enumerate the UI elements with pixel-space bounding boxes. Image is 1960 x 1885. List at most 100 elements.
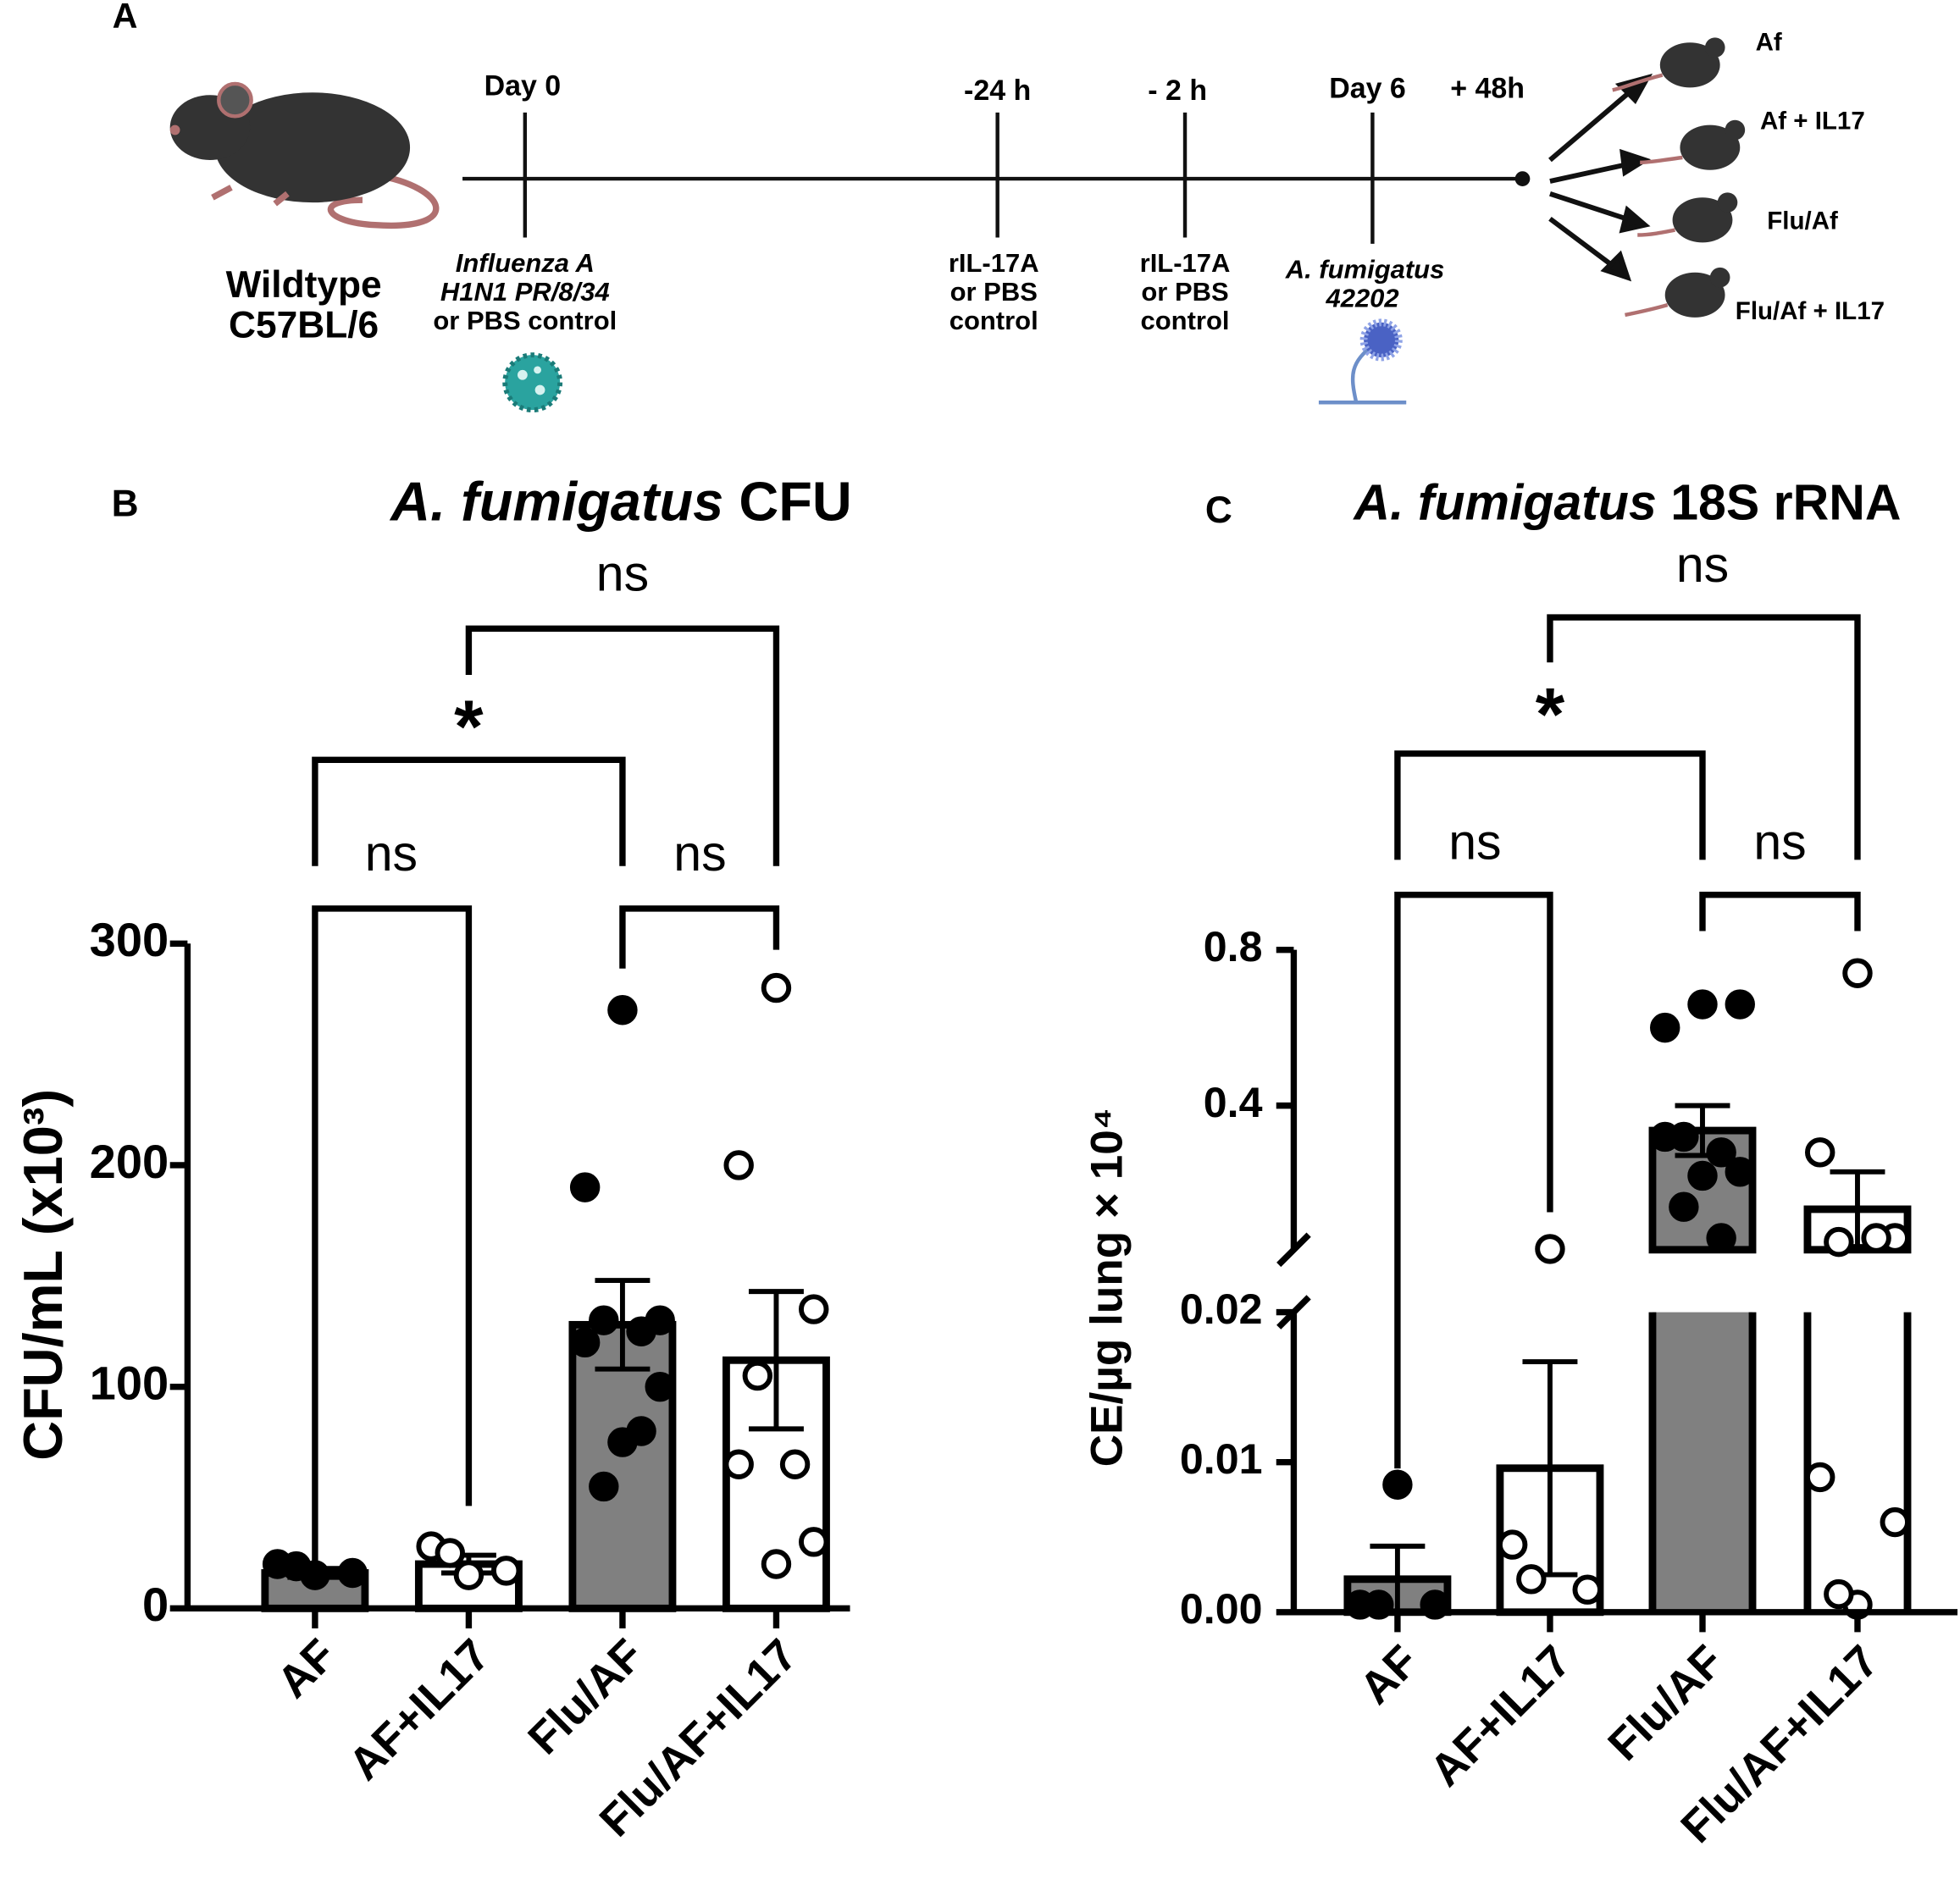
significance-label: ns bbox=[1448, 815, 1501, 871]
data-point bbox=[1706, 1223, 1736, 1253]
data-point bbox=[723, 1150, 754, 1180]
data-point bbox=[1805, 1137, 1835, 1168]
significance-bracket bbox=[312, 905, 473, 1581]
bar bbox=[1652, 1312, 1753, 1612]
x-tick-label: AF+IL17 bbox=[340, 1630, 500, 1790]
event-label: A. fumigatus bbox=[1285, 254, 1445, 284]
timeline-end bbox=[1514, 171, 1531, 186]
x-tick-label: AF+IL17 bbox=[1420, 1636, 1581, 1796]
data-point bbox=[742, 1360, 773, 1391]
y-axis-label: CFU/mL (x10³) bbox=[12, 1089, 74, 1461]
data-point bbox=[1725, 1157, 1755, 1187]
significance-bracket bbox=[1394, 750, 1706, 860]
data-point bbox=[337, 1557, 368, 1589]
strain: Wildtype bbox=[226, 264, 382, 306]
data-point bbox=[1516, 1564, 1547, 1595]
significance-bracket bbox=[1547, 614, 1861, 860]
data-point bbox=[761, 972, 792, 1003]
significance-bracket bbox=[312, 756, 626, 866]
mouse-icon bbox=[169, 81, 440, 229]
small-mice bbox=[1612, 37, 1746, 318]
time-label: Day 6 bbox=[1329, 72, 1406, 104]
event-label: 42202 bbox=[1325, 283, 1398, 312]
strain: C57BL/6 bbox=[229, 304, 379, 345]
time-label: + 48h bbox=[1450, 72, 1525, 104]
bar bbox=[1807, 1312, 1908, 1612]
data-point bbox=[1805, 1462, 1835, 1493]
y-tick-label: 0.4 bbox=[1204, 1079, 1263, 1126]
data-point bbox=[1497, 1529, 1528, 1560]
time-label: -24 h bbox=[964, 75, 1031, 107]
time-label: Day 0 bbox=[484, 69, 562, 102]
chart-title-italic: A. fumigatus bbox=[1352, 474, 1656, 530]
event-label: Influenza A bbox=[456, 248, 595, 278]
mouse-nose bbox=[169, 124, 180, 135]
chart-title-text: CFU bbox=[739, 471, 851, 533]
mouse-ear bbox=[217, 81, 253, 119]
bar-outline bbox=[1803, 1312, 1912, 1612]
x-tick-label: AF bbox=[268, 1630, 346, 1708]
group-label: Flu/Af bbox=[1767, 207, 1838, 235]
group-label: Flu/Af + IL17 bbox=[1736, 297, 1885, 325]
significance-bracket bbox=[1394, 892, 1553, 1469]
data-point bbox=[490, 1556, 522, 1586]
data-point bbox=[626, 1316, 656, 1346]
significance-bracket bbox=[465, 625, 780, 866]
mouse-feet bbox=[211, 185, 290, 207]
event-label: or PBS control bbox=[433, 306, 617, 335]
data-point bbox=[1669, 1191, 1699, 1222]
y-tick-label: 0.01 bbox=[1180, 1435, 1263, 1483]
group-arrows bbox=[1548, 73, 1653, 282]
data-point bbox=[645, 1371, 675, 1402]
bar-outline bbox=[1648, 1312, 1757, 1612]
event-label: control bbox=[950, 306, 1038, 335]
data-point bbox=[569, 1327, 601, 1358]
data-point bbox=[453, 1560, 484, 1590]
data-point bbox=[1687, 989, 1718, 1020]
x-tick-label: Flu/AF bbox=[519, 1630, 654, 1765]
chart-title: A. fumigatus CFU bbox=[389, 471, 852, 533]
panel-label: A bbox=[113, 0, 138, 36]
x-tick-label: Flu/AF bbox=[1599, 1636, 1734, 1771]
data-point bbox=[1861, 1223, 1891, 1253]
y-tick-label: 100 bbox=[90, 1356, 169, 1409]
data-point bbox=[779, 1449, 811, 1479]
y-axis-label: CE/µg lung × 10⁴ bbox=[1082, 1108, 1132, 1467]
data-point bbox=[1572, 1574, 1603, 1605]
significance-label: * bbox=[454, 684, 484, 768]
data-point bbox=[1535, 1234, 1565, 1264]
data-point bbox=[607, 995, 638, 1025]
axis-break bbox=[1276, 1232, 1311, 1268]
group-label: Af bbox=[1756, 29, 1782, 57]
data-point bbox=[799, 1527, 829, 1557]
bar bbox=[568, 1320, 677, 1612]
data-point bbox=[589, 1471, 619, 1502]
y-tick-label: 0 bbox=[142, 1578, 169, 1631]
event-label: rIL-17A bbox=[1140, 248, 1231, 278]
event-label: or PBS bbox=[1141, 277, 1228, 307]
data-point bbox=[1382, 1469, 1413, 1500]
data-point bbox=[1842, 958, 1873, 988]
virus-icon bbox=[502, 352, 563, 413]
data-point bbox=[569, 1172, 601, 1202]
significance-label: ns bbox=[673, 826, 726, 882]
event-label: control bbox=[1141, 306, 1230, 335]
data-point bbox=[761, 1549, 792, 1579]
error-bar bbox=[595, 1278, 651, 1372]
data-point bbox=[589, 1305, 619, 1335]
mouse-tail bbox=[327, 172, 440, 229]
group-label: Af + IL17 bbox=[1760, 107, 1865, 135]
significance-bracket bbox=[619, 905, 780, 969]
data-point bbox=[1687, 1160, 1718, 1191]
data-point bbox=[723, 1449, 754, 1479]
fungus-icon bbox=[1318, 318, 1407, 405]
data-point bbox=[626, 1416, 656, 1446]
data-point bbox=[1650, 1121, 1680, 1153]
significance-label: ns bbox=[365, 826, 418, 882]
data-point bbox=[1824, 1578, 1854, 1610]
y-tick-label: 0.00 bbox=[1180, 1585, 1263, 1633]
event-label: H1N1 PR/8/34 bbox=[440, 277, 610, 307]
data-point bbox=[435, 1538, 465, 1568]
mouse-body bbox=[214, 92, 411, 203]
chart-title: A. fumigatus 18S rRNA bbox=[1352, 474, 1901, 530]
